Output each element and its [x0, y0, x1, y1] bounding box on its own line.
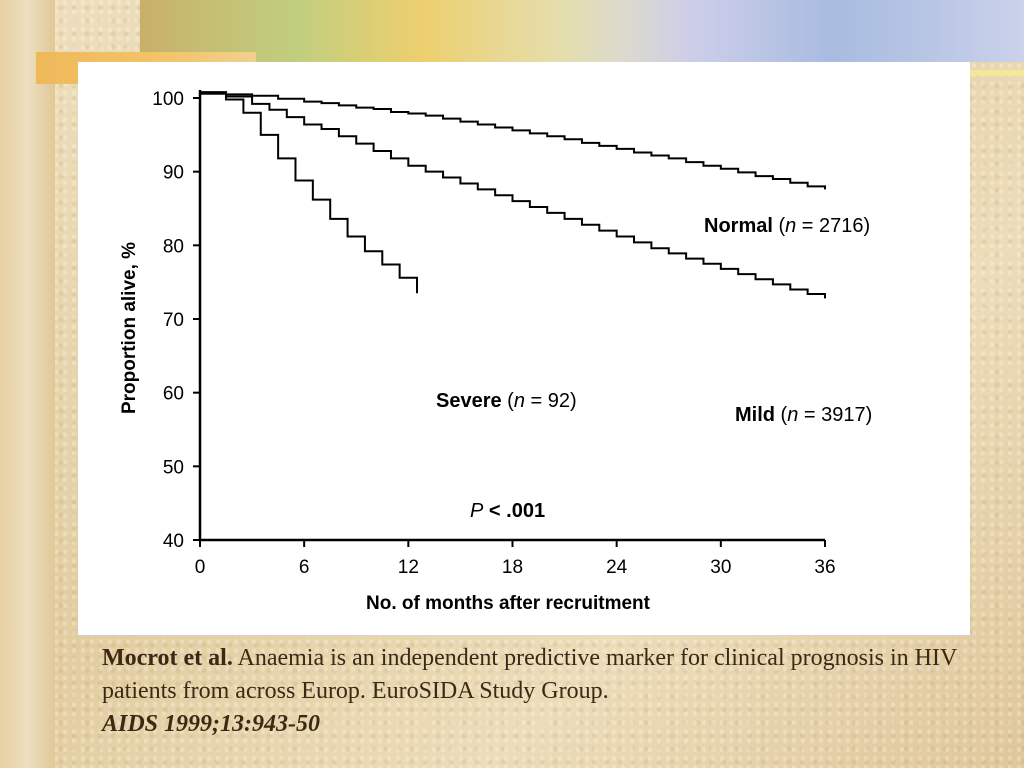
background-left-strip — [0, 0, 55, 768]
caption-text: Anaemia is an independent predictive mar… — [102, 645, 957, 704]
series-label-mild: Mild (n = 3917) — [735, 404, 872, 426]
decorative-top-band — [140, 0, 1024, 62]
x-tick-label: 12 — [398, 557, 419, 578]
y-tick-label: 50 — [163, 457, 184, 478]
y-tick-label: 100 — [152, 89, 184, 110]
x-tick-label: 18 — [502, 557, 523, 578]
y-axis-label: Proportion alive, % — [119, 242, 140, 414]
y-ticks: 40 50 60 70 80 90 100 — [152, 89, 200, 552]
x-tick-label: 0 — [195, 557, 206, 578]
survival-chart: 40 50 60 70 80 90 100 0 6 12 18 24 30 36 No. of mont… — [119, 89, 872, 614]
citation-caption: Mocrot et al. Anaemia is an independent … — [102, 642, 962, 741]
series-label-normal: Normal (n = 2716) — [704, 215, 870, 237]
p-value-annotation: P < .001 — [470, 500, 545, 522]
x-axis-label: No. of months after recruitment — [366, 593, 651, 614]
x-tick-label: 6 — [299, 557, 310, 578]
series-line-severe — [200, 92, 419, 294]
series-line-normal — [200, 91, 826, 190]
series-label-severe: Severe (n = 92) — [436, 390, 577, 412]
y-tick-label: 90 — [163, 163, 184, 184]
x-tick-label: 24 — [606, 557, 628, 578]
x-tick-label: 36 — [814, 557, 835, 578]
series-line-mild — [200, 92, 826, 299]
y-tick-label: 40 — [163, 531, 184, 552]
series-lines — [200, 91, 826, 299]
x-ticks: 0 6 12 18 24 30 36 — [195, 540, 836, 578]
decorative-yellow-line — [940, 70, 1024, 76]
y-tick-label: 60 — [163, 384, 184, 405]
y-tick-label: 80 — [163, 236, 184, 257]
y-tick-label: 70 — [163, 310, 184, 331]
x-tick-label: 30 — [710, 557, 731, 578]
caption-author: Mocrot et al. — [102, 645, 233, 671]
caption-citation: AIDS 1999;13:943-50 — [102, 711, 321, 737]
